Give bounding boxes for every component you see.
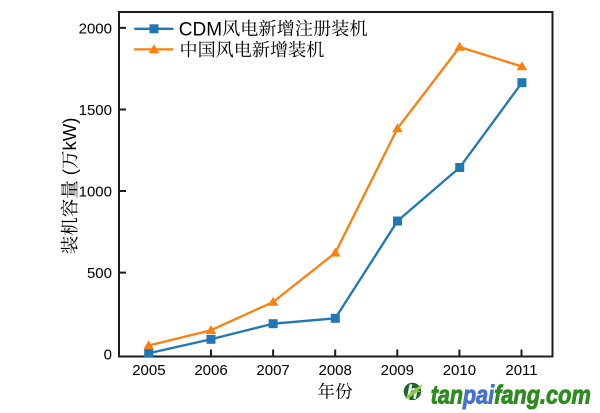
- svg-text:CDM: CDM: [179, 20, 222, 41]
- svg-text:2007: 2007: [256, 362, 289, 379]
- svg-text:2005: 2005: [132, 362, 165, 379]
- svg-text:kW): kW): [59, 118, 80, 151]
- svg-text:2006: 2006: [194, 362, 227, 379]
- svg-text:500: 500: [87, 265, 112, 282]
- svg-text:2000: 2000: [79, 20, 112, 37]
- svg-text:1500: 1500: [79, 102, 112, 119]
- svg-text:(: (: [59, 168, 80, 175]
- svg-text:2009: 2009: [381, 362, 414, 379]
- svg-text:pai: pai: [462, 380, 495, 410]
- svg-text:fang.com: fang.com: [494, 380, 591, 410]
- svg-text:0: 0: [104, 347, 112, 364]
- svg-text:tan: tan: [431, 380, 463, 410]
- svg-text:2008: 2008: [319, 362, 352, 379]
- svg-text:1000: 1000: [79, 183, 112, 200]
- svg-text:2011: 2011: [505, 362, 537, 379]
- svg-text:2010: 2010: [443, 362, 476, 379]
